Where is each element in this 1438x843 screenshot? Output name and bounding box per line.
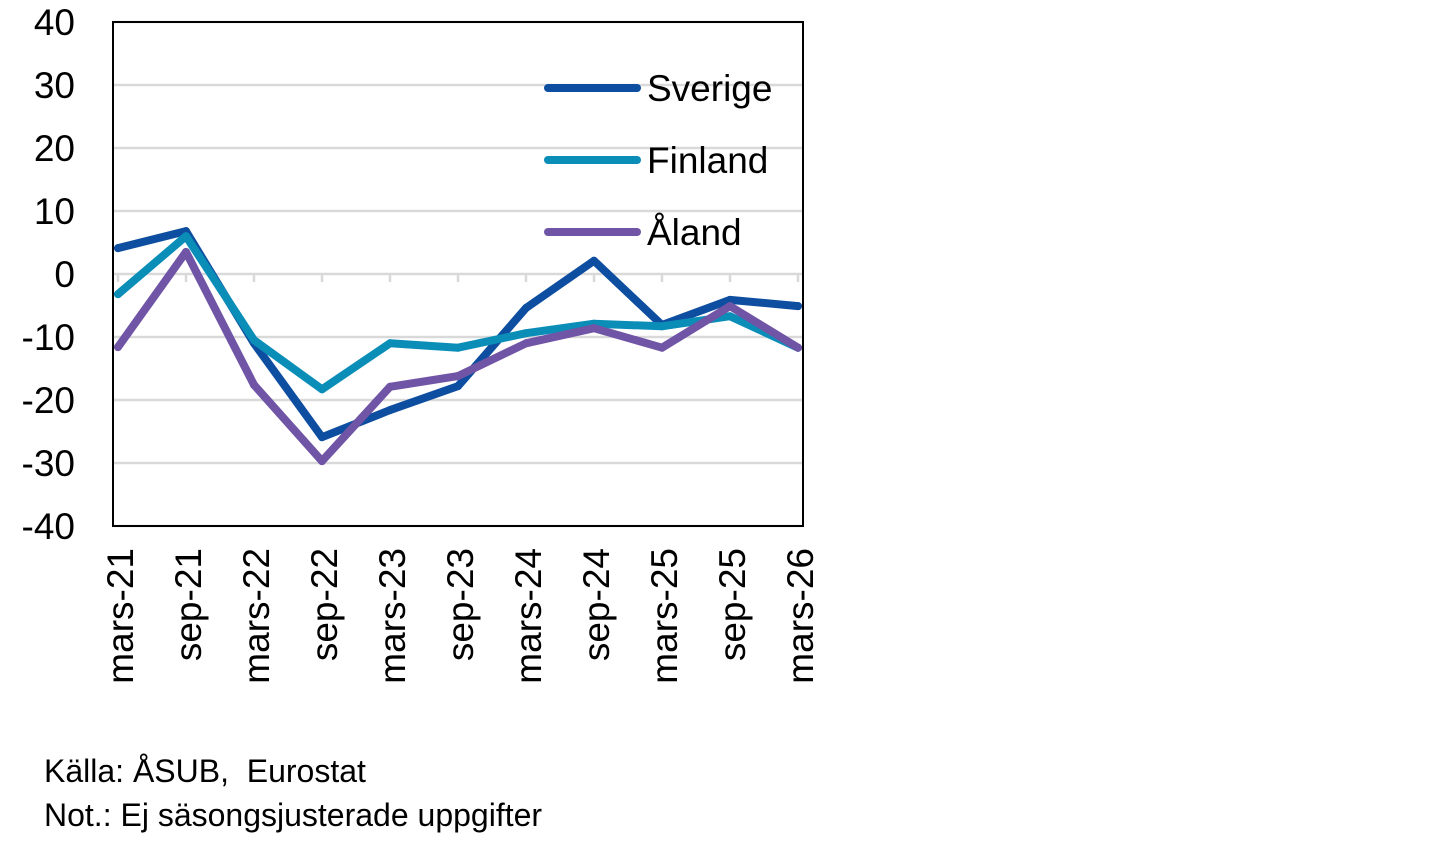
- data-point: [386, 406, 394, 415]
- y-tick-label: 10: [34, 191, 75, 232]
- data-point: [114, 244, 122, 253]
- data-point: [522, 329, 530, 338]
- data-point: [318, 385, 326, 394]
- y-tick-label: -40: [22, 506, 75, 547]
- data-point: [386, 339, 394, 348]
- data-point: [794, 343, 802, 352]
- data-point: [114, 343, 122, 352]
- x-tick-label: mars-21: [100, 548, 141, 684]
- x-tick-label: mars-25: [644, 548, 685, 684]
- x-axis-ticks: [116, 274, 800, 282]
- data-point: [726, 295, 734, 304]
- data-point: [454, 382, 462, 391]
- data-point: [182, 247, 190, 256]
- x-tick-label: mars-24: [508, 548, 549, 684]
- data-point: [114, 290, 122, 299]
- x-tick-label: mars-22: [236, 548, 277, 684]
- series-aland: [114, 247, 802, 466]
- y-tick-label: 0: [54, 254, 75, 295]
- data-point: [386, 382, 394, 391]
- x-tick-label: sep-21: [168, 548, 209, 661]
- legend-item-aland: Åland: [544, 212, 742, 253]
- y-tick-label: -20: [22, 380, 75, 421]
- data-point: [454, 343, 462, 352]
- x-tick-label: sep-24: [576, 548, 617, 661]
- data-point: [454, 372, 462, 381]
- legend-item-sverige: Sverige: [544, 68, 772, 109]
- y-tick-label: 30: [34, 65, 75, 106]
- legend: Sverige Finland Åland: [544, 68, 772, 253]
- x-tick-label: sep-25: [712, 548, 753, 661]
- plot-area-frame: [112, 21, 804, 527]
- data-point: [318, 457, 326, 466]
- source-note: Källa: ÅSUB, Eurostat: [44, 753, 366, 789]
- y-tick-label: 40: [34, 2, 75, 43]
- x-tick-label: sep-23: [440, 548, 481, 661]
- data-point: [658, 343, 666, 352]
- series-group: [114, 227, 802, 466]
- y-tick-label: 20: [34, 128, 75, 169]
- data-point: [726, 312, 734, 321]
- data-point: [318, 433, 326, 442]
- x-axis-tick-labels: mars-21 sep-21 mars-22 sep-22 mars-23 sep-23 m…: [100, 548, 821, 684]
- data-point: [250, 380, 258, 389]
- x-tick-label: mars-26: [780, 548, 821, 684]
- y-tick-label: -10: [22, 317, 75, 358]
- legend-label: Sverige: [647, 68, 772, 109]
- x-tick-label: sep-22: [304, 548, 345, 661]
- legend-label: Finland: [647, 140, 768, 181]
- data-point: [250, 336, 258, 345]
- y-tick-label: -30: [22, 443, 75, 484]
- data-point: [590, 256, 598, 265]
- data-point: [658, 322, 666, 331]
- legend-label: Åland: [647, 212, 742, 253]
- footnote: Not.: Ej säsongsjusterade uppgifter: [44, 797, 542, 833]
- data-point: [726, 302, 734, 311]
- data-point: [590, 324, 598, 333]
- series-finland: [114, 232, 802, 394]
- legend-item-finland: Finland: [544, 140, 768, 181]
- data-point: [522, 304, 530, 313]
- y-axis-tick-labels: 40 30 20 10 0 -10 -20 -30 -40: [22, 2, 75, 547]
- data-point: [794, 302, 802, 311]
- data-point: [182, 232, 190, 241]
- data-point: [522, 339, 530, 348]
- x-tick-label: mars-23: [372, 548, 413, 684]
